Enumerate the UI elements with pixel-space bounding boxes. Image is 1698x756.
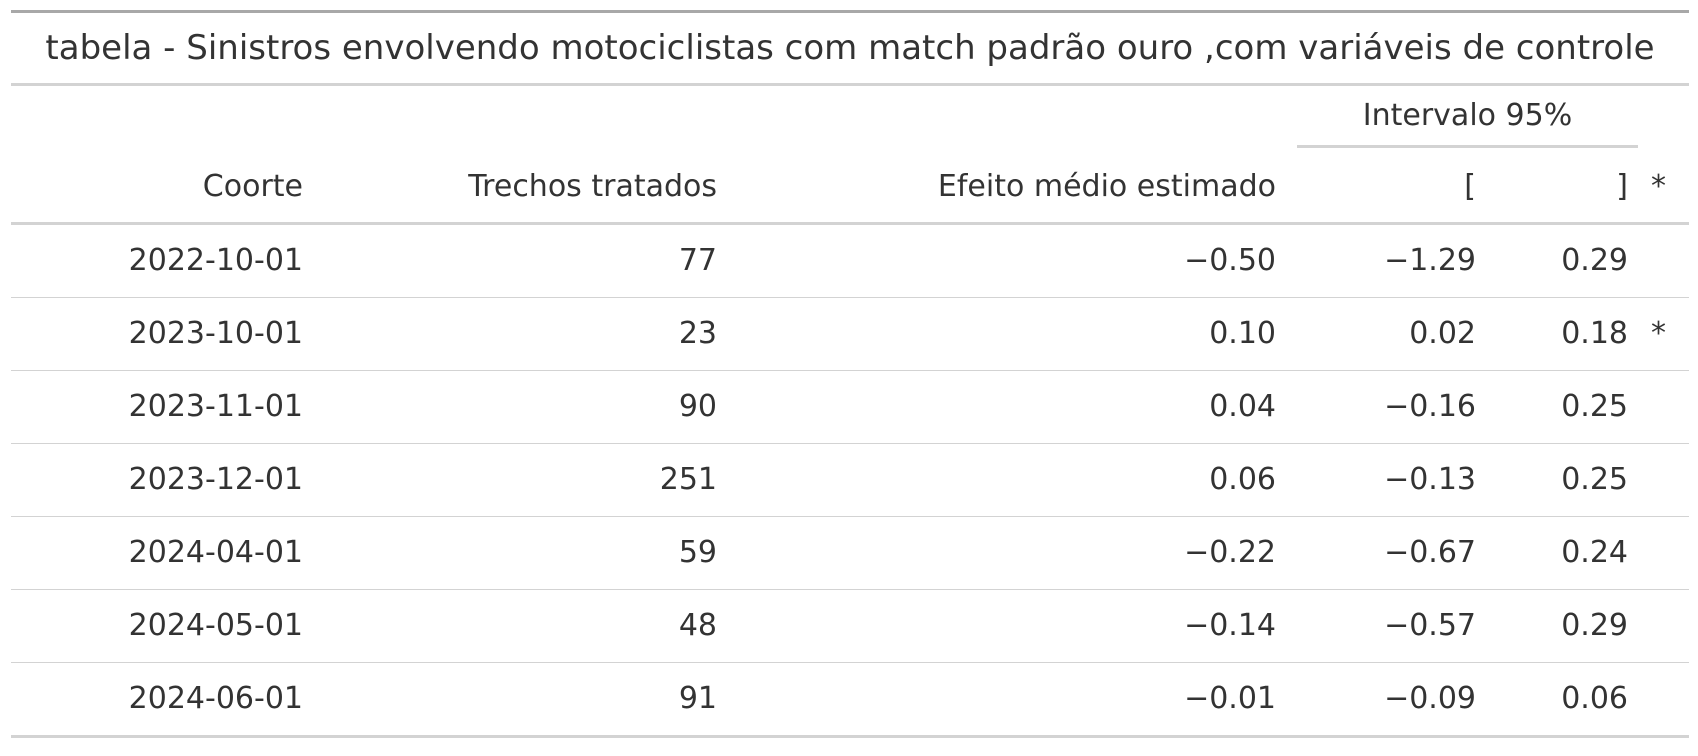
cell-coorte: 2023-10-01 — [128, 316, 303, 351]
cell-coorte: 2024-05-01 — [128, 608, 303, 643]
cell-lower: −0.57 — [1384, 608, 1476, 643]
cell-trechos: 48 — [678, 608, 717, 643]
table-row: 2024-06-01 91 −0.01 −0.09 0.06 — [11, 663, 1689, 735]
column-header-upper: ] — [1616, 169, 1628, 204]
cell-upper: 0.29 — [1561, 608, 1628, 643]
cell-significance — [1628, 517, 1689, 589]
cell-significance — [1628, 444, 1689, 516]
cell-efeito: −0.01 — [1184, 681, 1276, 716]
cell-trechos: 59 — [678, 535, 717, 570]
cell-lower: −0.13 — [1384, 462, 1476, 497]
cell-lower: −0.67 — [1384, 535, 1476, 570]
cell-coorte: 2023-11-01 — [128, 389, 303, 424]
table-row: 2023-11-01 90 0.04 −0.16 0.25 — [11, 371, 1689, 444]
column-header-lower: [ — [1464, 169, 1476, 204]
column-header-trechos: Trechos tratados — [468, 169, 717, 204]
table-row: 2024-04-01 59 −0.22 −0.67 0.24 — [11, 517, 1689, 590]
cell-upper: 0.25 — [1561, 462, 1628, 497]
cell-significance — [1628, 590, 1689, 662]
cell-efeito: 0.06 — [1209, 462, 1276, 497]
cell-significance: * — [1651, 316, 1666, 351]
table-row: 2023-12-01 251 0.06 −0.13 0.25 — [11, 444, 1689, 517]
results-table: tabela - Sinistros envolvendo motociclis… — [11, 10, 1689, 738]
column-header-significance: * — [1651, 169, 1666, 204]
cell-trechos: 90 — [678, 389, 717, 424]
cell-significance — [1628, 371, 1689, 443]
cell-coorte: 2023-12-01 — [128, 462, 303, 497]
cell-efeito: 0.10 — [1209, 316, 1276, 351]
cell-efeito: −0.14 — [1184, 608, 1276, 643]
interval-spanner-label: Intervalo 95% — [1362, 98, 1573, 133]
cell-coorte: 2024-06-01 — [128, 681, 303, 716]
column-header-efeito: Efeito médio estimado — [937, 169, 1276, 204]
cell-coorte: 2024-04-01 — [128, 535, 303, 570]
cell-upper: 0.25 — [1561, 389, 1628, 424]
table-row: 2024-05-01 48 −0.14 −0.57 0.29 — [11, 590, 1689, 663]
interval-spanner-rule — [1297, 145, 1638, 148]
cell-significance — [1628, 225, 1689, 297]
cell-efeito: −0.22 — [1184, 535, 1276, 570]
table-row: 2023-10-01 23 0.10 0.02 0.18 * — [11, 298, 1689, 371]
cell-trechos: 91 — [678, 681, 717, 716]
cell-trechos: 77 — [678, 243, 717, 278]
cell-efeito: 0.04 — [1209, 389, 1276, 424]
table-row: 2022-10-01 77 −0.50 −1.29 0.29 — [11, 225, 1689, 298]
cell-upper: 0.06 — [1561, 681, 1628, 716]
cell-upper: 0.29 — [1561, 243, 1628, 278]
cell-coorte: 2022-10-01 — [128, 243, 303, 278]
cell-trechos: 251 — [659, 462, 717, 497]
table-header: Intervalo 95% Coorte Trechos tratados Ef… — [11, 86, 1689, 225]
cell-significance — [1628, 663, 1689, 735]
cell-upper: 0.18 — [1561, 316, 1628, 351]
cell-lower: −1.29 — [1384, 243, 1476, 278]
cell-upper: 0.24 — [1561, 535, 1628, 570]
cell-trechos: 23 — [678, 316, 717, 351]
table-title: tabela - Sinistros envolvendo motociclis… — [11, 13, 1689, 86]
cell-efeito: −0.50 — [1184, 243, 1276, 278]
cell-lower: −0.16 — [1384, 389, 1476, 424]
cell-lower: 0.02 — [1409, 316, 1476, 351]
column-header-coorte: Coorte — [202, 169, 303, 204]
cell-lower: −0.09 — [1384, 681, 1476, 716]
